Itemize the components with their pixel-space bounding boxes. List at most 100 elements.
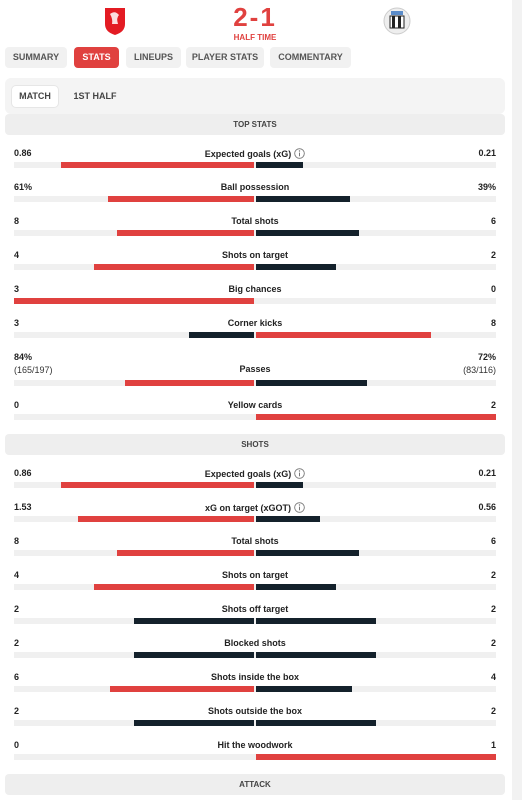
stat-label-text: Shots off target bbox=[221, 604, 289, 614]
stat-label: xG on target (xGOT) bbox=[100, 502, 410, 513]
bar-track bbox=[14, 754, 496, 760]
castle bbox=[391, 11, 403, 15]
home-value: 0.86 bbox=[14, 148, 32, 158]
stat-label-text: Shots on target bbox=[221, 570, 288, 580]
home-bar bbox=[116, 230, 254, 236]
away-value: 2 bbox=[490, 638, 496, 648]
section-header: TOP STATS bbox=[5, 114, 505, 135]
away-detail: (83/116) bbox=[463, 365, 496, 375]
away-bar bbox=[256, 618, 376, 624]
info-icon[interactable] bbox=[294, 148, 306, 159]
bar-track bbox=[14, 516, 496, 522]
info-icon[interactable] bbox=[294, 502, 305, 513]
home-value: 0.86 bbox=[14, 468, 32, 478]
tab[interactable]: SUMMARY bbox=[5, 47, 67, 68]
stripe bbox=[398, 16, 401, 28]
home-value: 8 bbox=[14, 536, 20, 546]
home-value: 84% bbox=[14, 352, 33, 362]
stat-label: Passes bbox=[100, 364, 410, 374]
stat-label-text: Hit the woodwork bbox=[217, 740, 293, 750]
bar-track bbox=[14, 652, 496, 658]
away-value: 2 bbox=[490, 400, 496, 410]
stat-label: Yellow cards bbox=[100, 400, 410, 410]
home-value: 0 bbox=[14, 400, 20, 410]
away-bar bbox=[256, 720, 376, 726]
home-bar bbox=[124, 380, 254, 386]
stripe bbox=[392, 16, 395, 28]
stat-label: Corner kicks bbox=[100, 318, 410, 328]
bar-track bbox=[14, 380, 496, 386]
tab[interactable]: PLAYER STATS bbox=[186, 47, 264, 68]
info-circle bbox=[294, 502, 305, 513]
period-tab[interactable]: 1ST HALF bbox=[73, 91, 117, 101]
bar-track bbox=[14, 550, 496, 556]
home-bar bbox=[116, 550, 254, 556]
period-switch bbox=[5, 78, 505, 114]
home-bar bbox=[61, 162, 254, 168]
info-dot bbox=[299, 470, 301, 472]
home-value: 4 bbox=[14, 570, 20, 580]
stat-label-text: Yellow cards bbox=[227, 400, 283, 410]
stat-label: Total shots bbox=[100, 216, 410, 226]
bar-track bbox=[14, 196, 496, 202]
home-bar bbox=[14, 298, 254, 304]
info-icon[interactable] bbox=[294, 468, 306, 479]
home-bar bbox=[94, 584, 254, 590]
away-value: 2 bbox=[490, 250, 496, 260]
stat-label: Big chances bbox=[100, 284, 410, 294]
stat-label-text: Expected goals (xG) bbox=[204, 469, 292, 479]
period-tab[interactable]: MATCH bbox=[12, 86, 58, 107]
home-bar bbox=[134, 720, 254, 726]
tab[interactable]: LINEUPS bbox=[126, 47, 181, 68]
score: 2-1 bbox=[233, 2, 277, 32]
bar-track bbox=[14, 332, 496, 338]
home-value: 3 bbox=[14, 318, 20, 328]
away-bar bbox=[256, 196, 350, 202]
home-logo[interactable] bbox=[101, 6, 129, 36]
stat-label-text: Shots on target bbox=[221, 250, 288, 260]
match-status: HALF TIME bbox=[233, 33, 277, 42]
stat-label-text: Total shots bbox=[231, 216, 279, 226]
away-bar bbox=[256, 264, 336, 270]
info-circle bbox=[294, 468, 306, 479]
away-value: 0.21 bbox=[478, 468, 496, 478]
stat-label: Expected goals (xG) bbox=[100, 468, 410, 479]
info-dot bbox=[298, 504, 301, 506]
bar-track bbox=[14, 720, 496, 726]
stat-label-text: Total shots bbox=[231, 536, 279, 546]
home-value: 61% bbox=[14, 182, 33, 192]
away-bar bbox=[256, 414, 496, 420]
scrollbar bbox=[512, 0, 522, 800]
bar-track bbox=[14, 618, 496, 624]
bar-track bbox=[14, 686, 496, 692]
stat-label: Shots off target bbox=[100, 604, 410, 614]
bar-track bbox=[14, 230, 496, 236]
home-bar bbox=[107, 196, 254, 202]
tab[interactable]: COMMENTARY bbox=[270, 47, 351, 68]
home-detail: (165/197) bbox=[14, 365, 53, 375]
away-value: 2 bbox=[490, 706, 496, 716]
home-bar bbox=[188, 332, 254, 338]
away-logo[interactable] bbox=[383, 7, 411, 35]
home-value: 8 bbox=[14, 216, 20, 226]
home-bar bbox=[78, 516, 254, 522]
home-value: 0 bbox=[14, 740, 20, 750]
home-bar bbox=[94, 264, 254, 270]
stat-label-text: Shots inside the box bbox=[210, 672, 299, 682]
home-value: 2 bbox=[14, 604, 20, 614]
stat-label-text: Big chances bbox=[228, 284, 282, 294]
away-bar bbox=[256, 686, 352, 692]
away-value: 1 bbox=[490, 740, 496, 750]
away-value: 72% bbox=[477, 352, 496, 362]
stat-label: Total shots bbox=[100, 536, 410, 546]
home-value: 4 bbox=[14, 250, 20, 260]
stat-label: Shots on target bbox=[100, 250, 410, 260]
info-dot bbox=[299, 150, 301, 152]
tab[interactable]: STATS bbox=[74, 47, 119, 68]
home-bar bbox=[61, 482, 254, 488]
stat-label: Hit the woodwork bbox=[100, 740, 410, 750]
away-bar bbox=[256, 332, 431, 338]
section-header: ATTACK bbox=[5, 774, 505, 795]
home-value: 2 bbox=[14, 638, 20, 648]
